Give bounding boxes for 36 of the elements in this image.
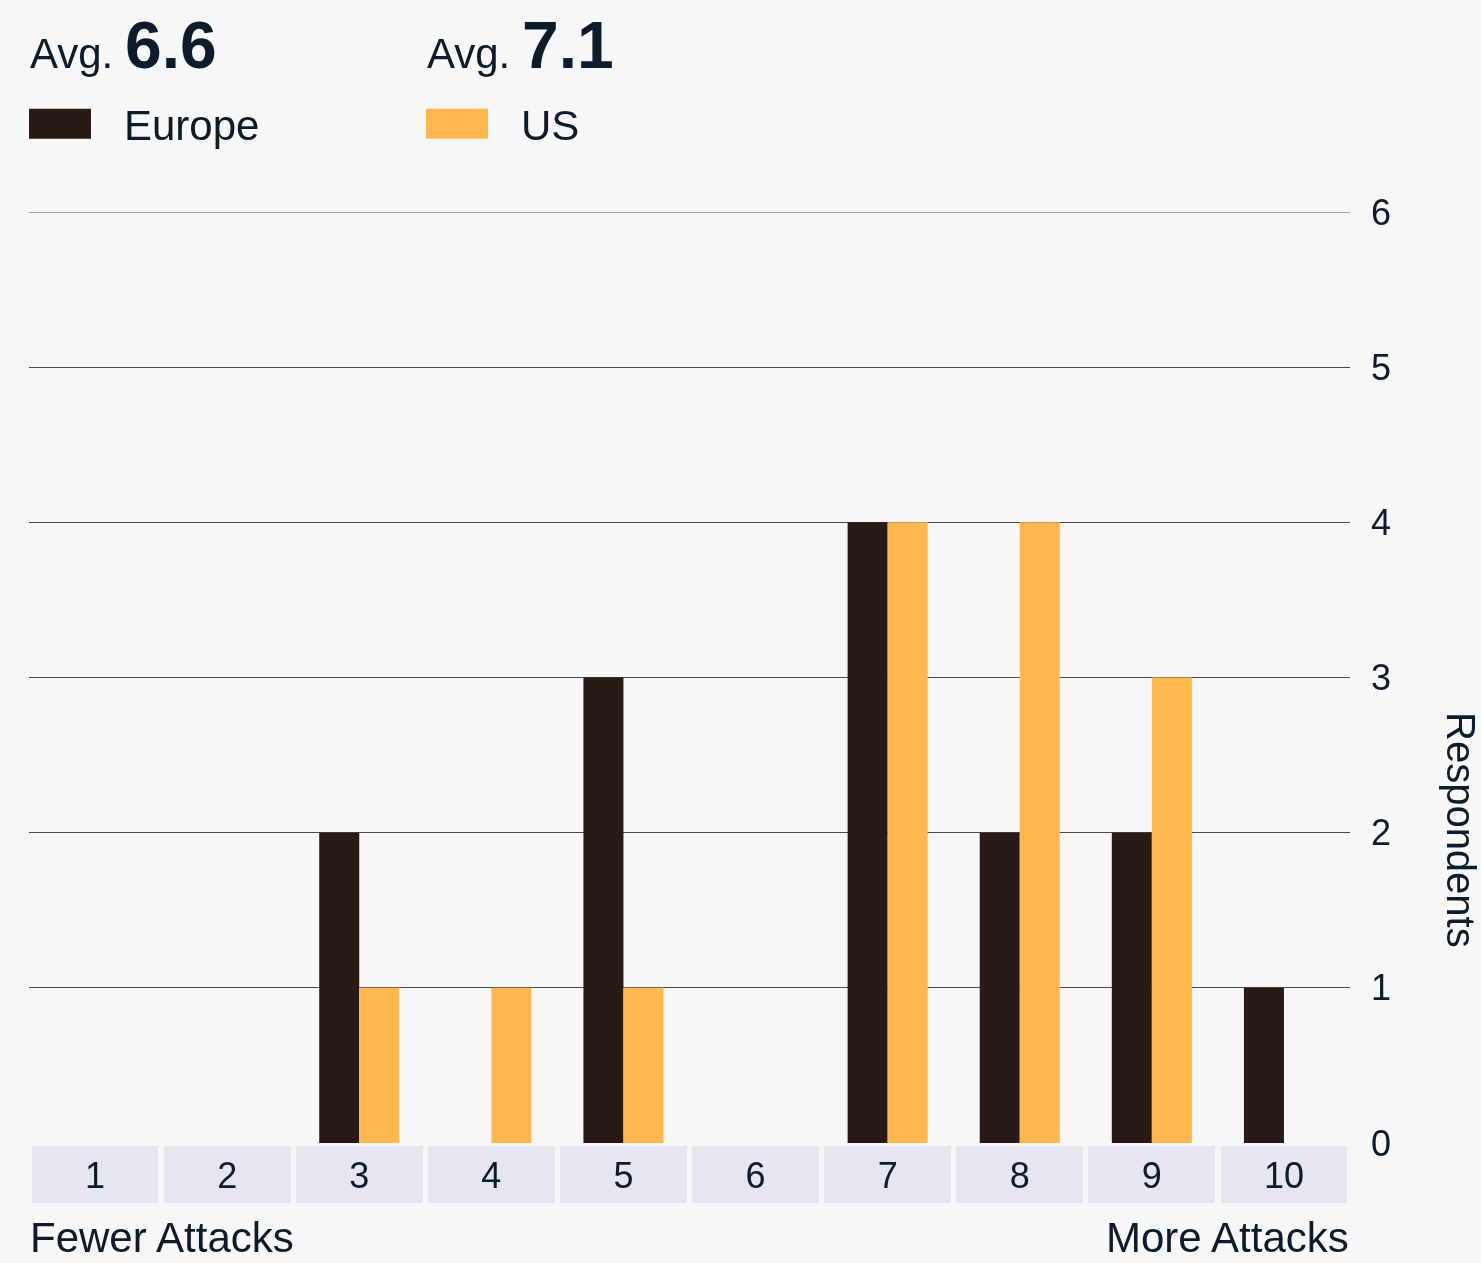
bar: [583, 677, 624, 1143]
x-tick-label: 8: [1009, 1155, 1030, 1196]
y-tick-label: 6: [1371, 191, 1392, 233]
bar: [1019, 522, 1060, 1143]
legend-label: US: [521, 102, 580, 150]
y-tick-label: 4: [1371, 501, 1392, 543]
bar: [623, 987, 664, 1143]
bar: [359, 987, 400, 1143]
x-tick-label: 3: [349, 1155, 370, 1196]
bar: [979, 832, 1020, 1143]
x-tick-label: 9: [1141, 1155, 1162, 1196]
x-tick-label: 1: [85, 1155, 106, 1196]
bar: [887, 522, 928, 1143]
legend-label: Europe: [124, 102, 260, 150]
text: Avg. 6.6: [30, 8, 217, 82]
text: More Attacks: [1106, 1214, 1349, 1261]
bar: [319, 832, 360, 1143]
y-tick-label: 0: [1371, 1122, 1392, 1164]
text: Avg. 7.1: [427, 8, 614, 82]
x-tick-label: 7: [877, 1155, 898, 1196]
bar: [1151, 677, 1192, 1143]
bar: [847, 522, 888, 1143]
y-tick-label: 3: [1371, 657, 1392, 699]
x-tick-label: 5: [613, 1155, 634, 1196]
y-tick-label: 1: [1371, 967, 1392, 1009]
bar: [1111, 832, 1152, 1143]
x-tick-label: 10: [1263, 1155, 1304, 1196]
text: Fewer Attacks: [30, 1214, 294, 1261]
y-tick-label: 2: [1371, 812, 1392, 854]
bar: [1243, 987, 1284, 1143]
x-tick-label: 6: [745, 1155, 766, 1196]
y-tick-label: 5: [1371, 346, 1392, 388]
bar: [491, 987, 532, 1143]
x-tick-label: 2: [217, 1155, 238, 1196]
x-tick-label: 4: [481, 1155, 502, 1196]
y-axis-title: Respondents: [1439, 712, 1481, 948]
